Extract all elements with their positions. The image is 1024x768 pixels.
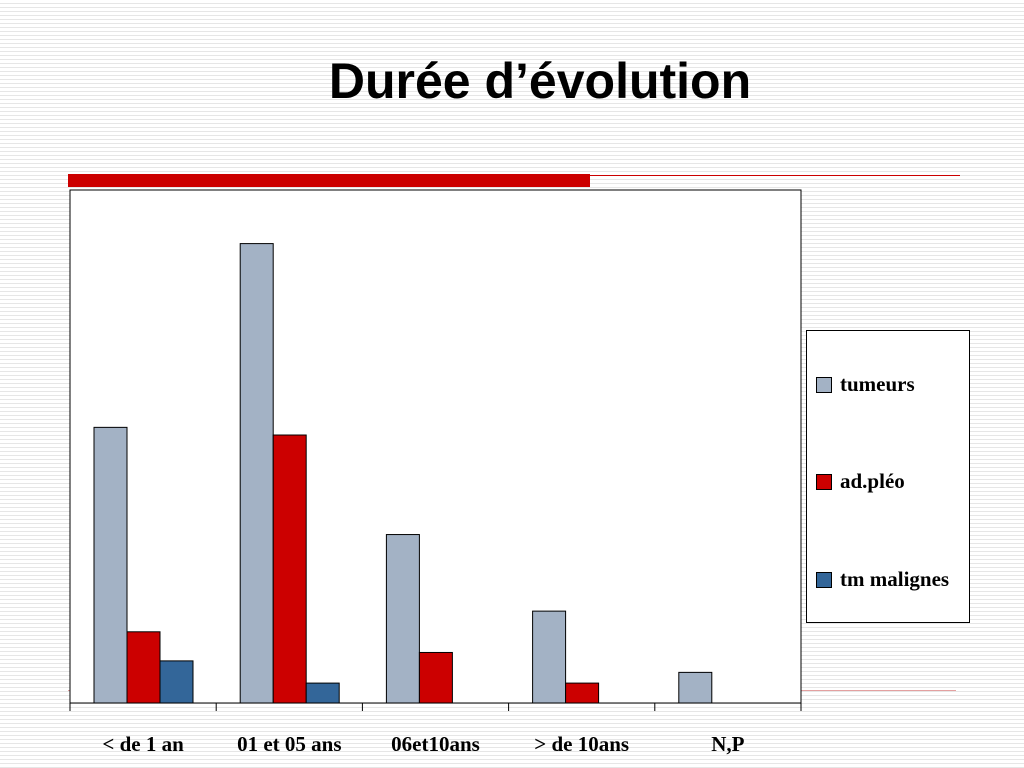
bar-ad-pleo-3 xyxy=(565,682,600,704)
x-ticks xyxy=(69,703,802,711)
bar-tumeurs-3 xyxy=(532,610,567,704)
legend-swatch-tumeurs xyxy=(816,376,832,393)
bar-tumeurs-4 xyxy=(678,671,713,704)
bar-tumeurs-2 xyxy=(385,534,420,704)
x-tick-label: N,P xyxy=(711,732,744,756)
bars-group xyxy=(93,243,713,704)
bar-tumeurs-0 xyxy=(93,426,128,704)
title-accent-bar xyxy=(68,174,590,187)
bar-tm-malignes-1 xyxy=(305,682,340,704)
legend-item-tm-malignes: tm malignes xyxy=(816,567,949,592)
x-tick-label: 06et10ans xyxy=(391,732,480,756)
x-tick-label: 01 et 05 ans xyxy=(237,732,341,756)
x-tick-label: > de 10ans xyxy=(534,732,629,756)
x-tick-labels: < de 1 an 01 et 05 ans 06et10ans > de 10ans… xyxy=(102,732,744,756)
legend-item-ad-pleo: ad.pléo xyxy=(816,469,905,494)
plot-area xyxy=(69,189,802,704)
x-tick-label: < de 1 an xyxy=(102,732,184,756)
bar-ad-pleo-2 xyxy=(418,651,453,704)
title-accent-line xyxy=(590,175,960,176)
slide-title: Durée d’évolution xyxy=(328,53,752,109)
legend-label-ad-pleo: ad.pléo xyxy=(840,469,905,493)
bar-tumeurs-1 xyxy=(239,243,274,704)
legend-swatch-tm-malignes xyxy=(816,571,832,588)
chart-legend: tumeurs ad.pléo tm malignes xyxy=(806,330,970,623)
bar-ad-pleo-0 xyxy=(126,631,161,704)
legend-item-tumeurs: tumeurs xyxy=(816,372,915,397)
legend-label-tm-malignes: tm malignes xyxy=(840,567,950,591)
bar-tm-malignes-0 xyxy=(159,660,194,704)
legend-swatch-ad-pleo xyxy=(816,473,832,490)
legend-label-tumeurs: tumeurs xyxy=(840,372,915,396)
bar-ad-pleo-1 xyxy=(272,434,307,704)
